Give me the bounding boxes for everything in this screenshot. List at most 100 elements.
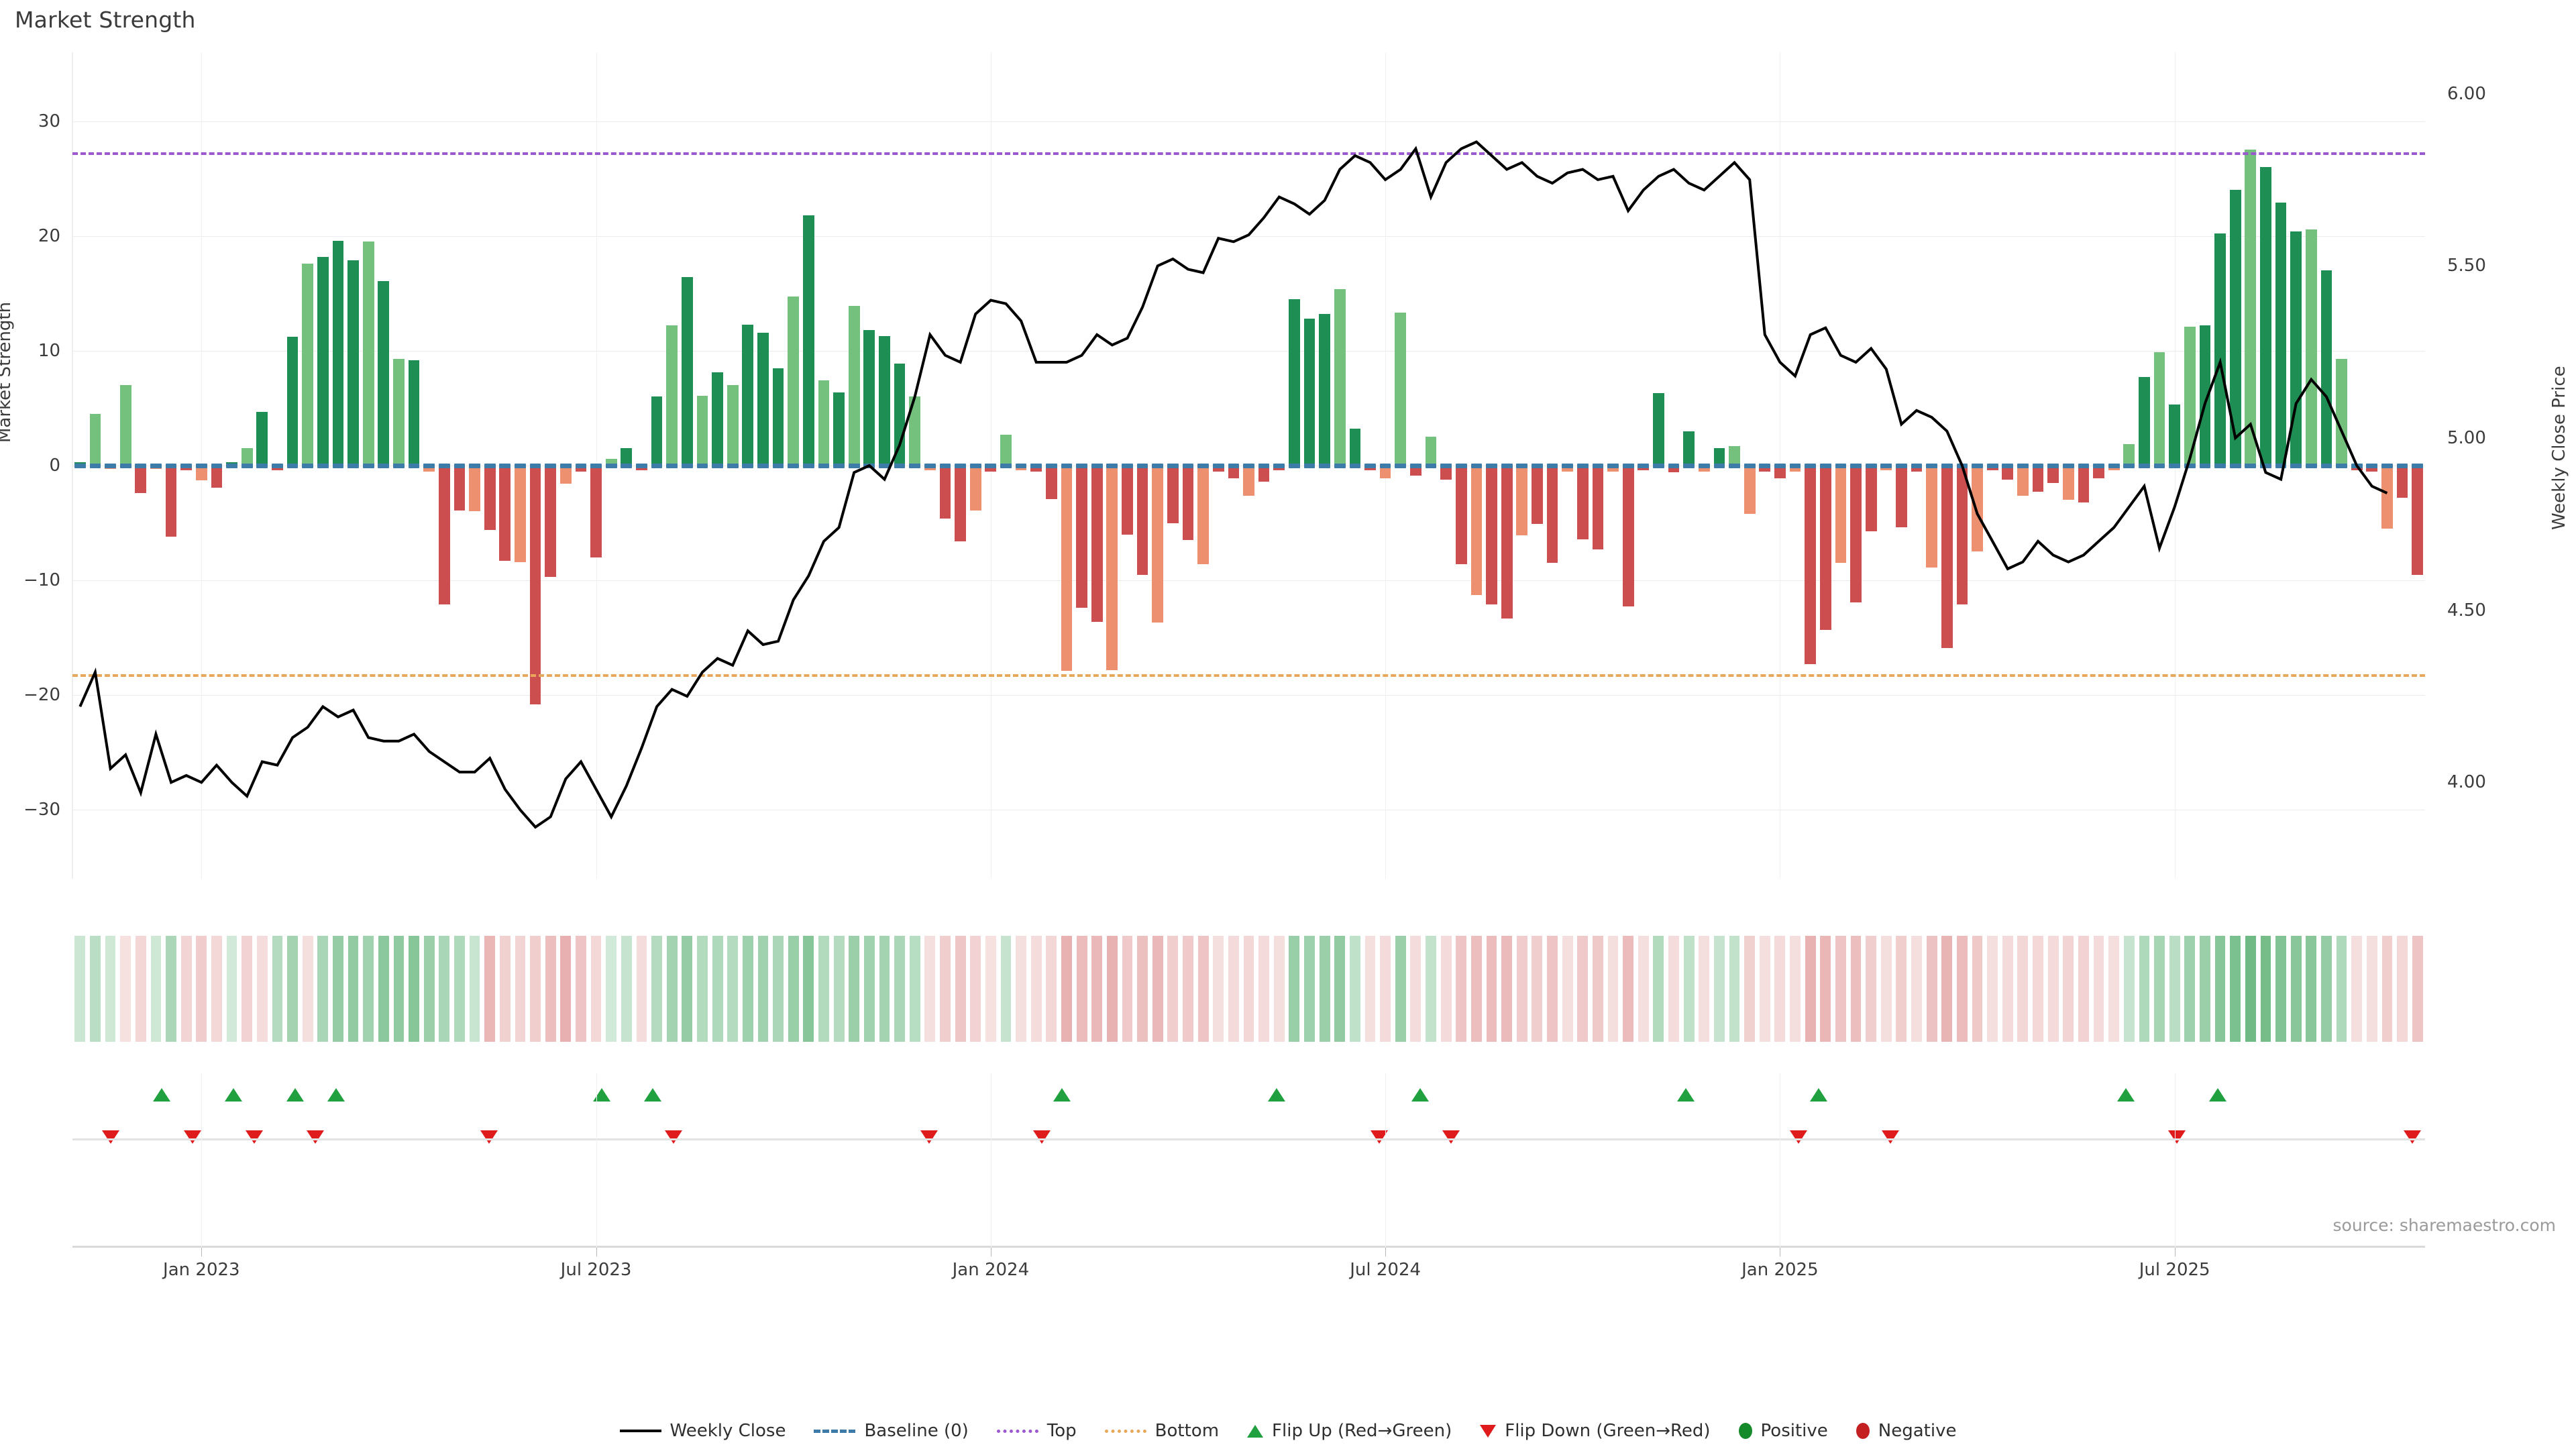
heatmap-cell	[2381, 936, 2393, 1042]
heatmap-cell	[1532, 936, 1543, 1042]
bar	[1941, 466, 1953, 649]
baseline-segment	[818, 464, 830, 468]
flip-down-marker	[920, 1130, 938, 1144]
baseline-segment	[1805, 464, 1817, 468]
heatmap-cell	[515, 936, 526, 1042]
heatmap-cell	[2412, 936, 2423, 1042]
legend-item-baseline-0[interactable]: Baseline (0)	[814, 1421, 969, 1441]
baseline-segment	[879, 464, 890, 468]
baseline-segment	[1289, 464, 1300, 468]
heatmap-cell	[530, 936, 541, 1042]
heatmap-cell	[363, 936, 374, 1042]
baseline-segment	[2336, 464, 2347, 468]
bar	[1136, 466, 1148, 575]
heatmap-cell	[409, 936, 419, 1042]
baseline-segment	[1167, 464, 1179, 468]
legend-item-top[interactable]: Top	[996, 1421, 1077, 1441]
heatmap-cell	[74, 936, 86, 1042]
gridline	[72, 580, 2425, 582]
flip-up-marker	[2209, 1088, 2227, 1102]
gridline	[72, 695, 2425, 696]
heatmap-cell	[818, 936, 829, 1042]
heatmap-cell	[105, 936, 116, 1042]
bar	[484, 466, 496, 530]
baseline-segment	[969, 464, 981, 468]
baseline-segment	[469, 464, 480, 468]
heatmap-cell	[2078, 936, 2089, 1042]
y-axis-left-tick-label: −30	[23, 800, 60, 820]
page-title: Market Strength	[15, 7, 196, 33]
bar	[1501, 466, 1513, 619]
heatmap-cell	[1926, 936, 1937, 1042]
bar	[1805, 466, 1817, 665]
heatmap-cell	[2108, 936, 2120, 1042]
legend-label: Weekly Close	[669, 1421, 786, 1441]
baseline-segment	[545, 464, 557, 468]
bar	[362, 241, 374, 466]
heatmap-cell	[1562, 936, 1573, 1042]
heatmap-cell	[2002, 936, 2013, 1042]
heatmap-cell	[697, 936, 708, 1042]
baseline-segment	[1425, 464, 1437, 468]
baseline-segment	[1136, 464, 1148, 468]
baseline-segment	[1212, 464, 1224, 468]
baseline-segment	[1926, 464, 1938, 468]
heatmap-cell	[1683, 936, 1695, 1042]
baseline-segment	[2290, 464, 2302, 468]
bar	[529, 466, 541, 704]
bar	[515, 466, 526, 562]
heatmap-cell	[1183, 936, 1193, 1042]
bar	[2078, 466, 2090, 502]
legend-item-flip-up-red-green[interactable]: Flip Up (Red→Green)	[1247, 1421, 1452, 1441]
x-axis-tick-mark	[1385, 1248, 1387, 1256]
legend-item-flip-down-green-red[interactable]: Flip Down (Green→Red)	[1480, 1421, 1711, 1441]
baseline-segment	[848, 464, 860, 468]
bar	[1532, 466, 1543, 525]
baseline-segment	[150, 464, 162, 468]
bar	[681, 277, 693, 466]
legend-item-positive[interactable]: Positive	[1738, 1421, 1828, 1441]
heatmap-cell	[1713, 936, 1725, 1042]
heatmap-cell	[985, 936, 996, 1042]
baseline-segment	[1880, 464, 1892, 468]
heatmap-cell	[180, 936, 192, 1042]
heatmap-cell	[1167, 936, 1179, 1042]
bar	[969, 466, 981, 511]
bar	[2245, 150, 2257, 466]
baseline-segment	[211, 464, 223, 468]
bar	[332, 240, 344, 466]
market-strength-plot	[72, 52, 2425, 879]
chart-legend: Weekly Close Baseline (0) Top Bottom Flip Up…	[0, 1421, 2576, 1441]
legend-swatch-line	[619, 1430, 661, 1432]
heatmap-cell	[1122, 936, 1133, 1042]
heatmap-cell	[2275, 936, 2286, 1042]
legend-item-negative[interactable]: Negative	[1856, 1421, 1956, 1441]
baseline-segment	[955, 464, 966, 468]
heatmap-cell	[1653, 936, 1664, 1042]
bar	[1774, 466, 1786, 478]
bar	[1607, 466, 1619, 472]
baseline-segment	[1576, 464, 1589, 468]
baseline-segment	[2214, 464, 2226, 468]
bar	[788, 297, 800, 466]
flip-up-marker	[1053, 1088, 1071, 1102]
flip-up-marker	[1268, 1088, 1286, 1102]
baseline-segment	[1410, 464, 1421, 468]
heatmap-cell	[576, 936, 586, 1042]
legend-item-weekly-close[interactable]: Weekly Close	[619, 1421, 786, 1441]
legend-item-bottom[interactable]: Bottom	[1104, 1421, 1219, 1441]
bar	[1425, 437, 1437, 466]
heatmap-cell	[1091, 936, 1103, 1042]
baseline-segment	[575, 464, 587, 468]
baseline-segment	[453, 464, 466, 468]
x-axis-tick-label: Jan 2024	[952, 1260, 1030, 1280]
baseline-segment	[1743, 464, 1756, 468]
bar	[727, 385, 739, 466]
bar	[863, 330, 875, 466]
heatmap-cell	[833, 936, 845, 1042]
baseline-segment	[1303, 464, 1316, 468]
bar	[1091, 466, 1103, 622]
heatmap-cell	[2047, 936, 2059, 1042]
y-axis-left-tick-label: 30	[38, 111, 60, 131]
heatmap-cell	[1547, 936, 1558, 1042]
